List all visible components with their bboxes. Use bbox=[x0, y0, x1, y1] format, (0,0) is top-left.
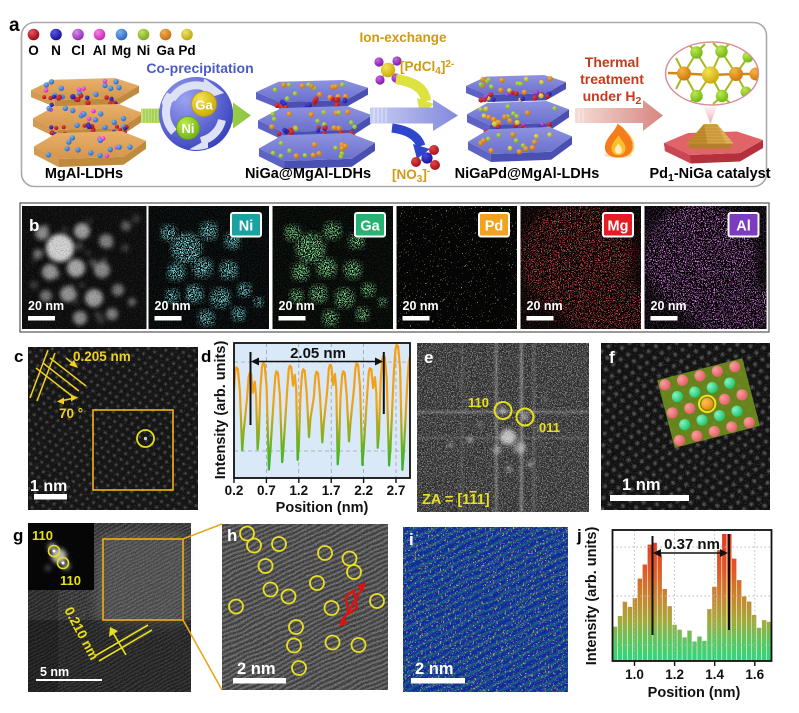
svg-text:Mg: Mg bbox=[608, 219, 629, 235]
svg-text:a: a bbox=[9, 15, 20, 36]
svg-text:h: h bbox=[227, 526, 237, 545]
svg-text:Ga: Ga bbox=[360, 219, 380, 235]
svg-text:110: 110 bbox=[468, 395, 489, 410]
svg-text:d: d bbox=[201, 347, 211, 366]
svg-text:g: g bbox=[13, 526, 23, 545]
svg-text:20 nm: 20 nm bbox=[651, 299, 687, 313]
svg-text:ZA = [111]: ZA = [111] bbox=[422, 492, 490, 508]
svg-text:1 nm: 1 nm bbox=[622, 476, 661, 494]
svg-text:Thermal: Thermal bbox=[585, 54, 639, 70]
svg-text:under H2: under H2 bbox=[583, 88, 642, 107]
svg-text:O: O bbox=[28, 43, 39, 58]
svg-text:Intensity (arb. units): Intensity (arb. units) bbox=[213, 341, 229, 480]
svg-text:1.4: 1.4 bbox=[705, 667, 724, 682]
svg-text:Pd1-NiGa catalyst: Pd1-NiGa catalyst bbox=[649, 166, 770, 184]
svg-text:Intensity (arb. units): Intensity (arb. units) bbox=[584, 527, 600, 666]
svg-text:70 °: 70 ° bbox=[59, 406, 83, 421]
svg-text:0.7: 0.7 bbox=[257, 483, 276, 498]
svg-text:1.6: 1.6 bbox=[745, 667, 764, 682]
svg-text:N: N bbox=[51, 43, 61, 58]
svg-text:1 nm: 1 nm bbox=[30, 478, 67, 495]
svg-text:0.37 nm: 0.37 nm bbox=[664, 536, 720, 553]
svg-text:0.2: 0.2 bbox=[225, 483, 244, 498]
svg-text:Ni: Ni bbox=[182, 121, 195, 136]
svg-text:20 nm: 20 nm bbox=[279, 299, 315, 313]
svg-text:Cl: Cl bbox=[71, 43, 85, 58]
svg-text:Co-precipitation: Co-precipitation bbox=[146, 60, 253, 76]
svg-text:c: c bbox=[14, 347, 23, 366]
svg-text:20 nm: 20 nm bbox=[403, 299, 439, 313]
svg-text:Ni: Ni bbox=[137, 43, 151, 58]
svg-text:2.05 nm: 2.05 nm bbox=[290, 345, 346, 362]
svg-text:5 nm: 5 nm bbox=[40, 665, 69, 679]
svg-text:011: 011 bbox=[539, 420, 560, 435]
svg-text:Ni: Ni bbox=[239, 219, 254, 235]
svg-text:treatment: treatment bbox=[580, 71, 644, 87]
svg-text:1.2: 1.2 bbox=[289, 483, 308, 498]
svg-text:110: 110 bbox=[60, 573, 81, 588]
svg-text:2.2: 2.2 bbox=[354, 483, 373, 498]
svg-text:NiGa@MgAl-LDHs: NiGa@MgAl-LDHs bbox=[245, 166, 371, 182]
svg-text:20 nm: 20 nm bbox=[155, 299, 191, 313]
svg-text:2 nm: 2 nm bbox=[415, 660, 454, 678]
svg-text:Pd: Pd bbox=[485, 219, 504, 235]
svg-text:Al: Al bbox=[736, 219, 751, 235]
svg-text:[PdCl4]2-: [PdCl4]2- bbox=[400, 59, 454, 77]
svg-text:b: b bbox=[29, 216, 39, 235]
svg-text:Position (nm): Position (nm) bbox=[648, 685, 741, 701]
svg-text:Ion-exchange: Ion-exchange bbox=[359, 30, 447, 45]
svg-text:Position (nm): Position (nm) bbox=[276, 500, 369, 516]
svg-text:e: e bbox=[424, 348, 433, 367]
svg-text:1.0: 1.0 bbox=[625, 667, 644, 682]
svg-text:110: 110 bbox=[32, 528, 53, 543]
svg-text:j: j bbox=[576, 526, 582, 545]
svg-text:2.7: 2.7 bbox=[387, 483, 406, 498]
svg-text:Ga: Ga bbox=[195, 98, 213, 113]
svg-text:NiGaPd@MgAl-LDHs: NiGaPd@MgAl-LDHs bbox=[455, 166, 600, 182]
svg-text:Mg: Mg bbox=[112, 43, 132, 58]
svg-text:MgAl-LDHs: MgAl-LDHs bbox=[45, 166, 123, 182]
svg-text:Ga: Ga bbox=[156, 43, 175, 58]
svg-text:1.7: 1.7 bbox=[322, 483, 341, 498]
svg-text:2 nm: 2 nm bbox=[237, 660, 276, 678]
svg-text:Al: Al bbox=[93, 43, 107, 58]
svg-text:Pd: Pd bbox=[178, 43, 195, 58]
svg-text:20 nm: 20 nm bbox=[527, 299, 563, 313]
svg-text:0.205 nm: 0.205 nm bbox=[73, 349, 131, 364]
svg-text:f: f bbox=[609, 348, 615, 367]
svg-text:1.2: 1.2 bbox=[665, 667, 684, 682]
svg-text:20 nm: 20 nm bbox=[28, 299, 64, 313]
svg-text:i: i bbox=[409, 530, 414, 549]
